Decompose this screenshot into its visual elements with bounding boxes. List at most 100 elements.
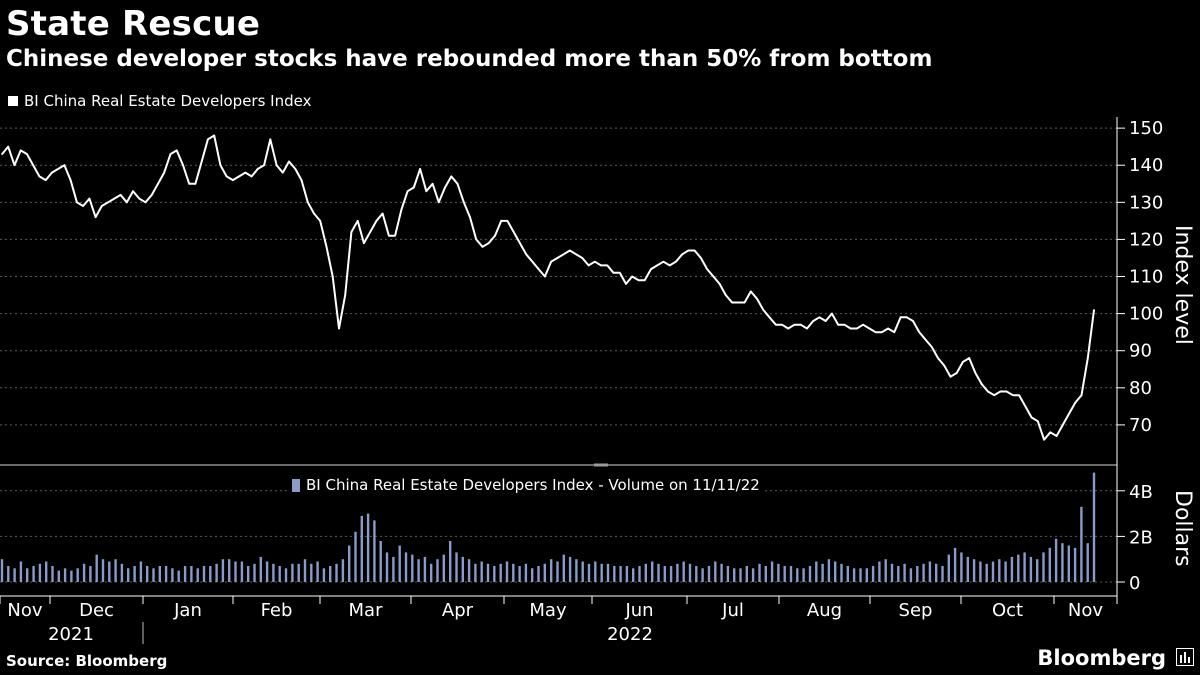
index-point — [949, 375, 952, 378]
volume-bar — [379, 541, 382, 582]
volume-tick-label: 4B — [1129, 482, 1153, 503]
volume-legend: BI China Real Estate Developers Index - … — [288, 476, 764, 494]
volume-bar — [1029, 556, 1033, 582]
index-point — [531, 260, 534, 263]
volume-bar — [1086, 543, 1089, 582]
volume-bar — [651, 561, 654, 582]
index-point — [232, 179, 234, 181]
volume-bar — [423, 556, 427, 582]
volume-bar — [751, 568, 755, 582]
year-label: 2021 — [48, 624, 94, 645]
index-point — [968, 357, 970, 359]
index-point — [668, 264, 671, 267]
x-tick-label: Sep — [899, 600, 933, 621]
volume-bar — [625, 566, 629, 582]
index-point — [631, 275, 633, 278]
index-point — [525, 253, 527, 256]
index-point — [1030, 416, 1033, 419]
volume-bar — [57, 570, 60, 582]
index-point — [1087, 357, 1089, 359]
volume-bar — [164, 566, 168, 582]
x-tick-label: Nov — [1068, 600, 1103, 621]
index-point — [194, 183, 197, 185]
index-point — [681, 253, 683, 256]
volume-bar — [493, 566, 496, 582]
index-point — [319, 220, 322, 222]
y-tick-label: 100 — [1129, 304, 1163, 325]
volume-bar — [663, 566, 666, 582]
index-point — [425, 190, 428, 192]
index-point — [594, 260, 596, 263]
index-point — [431, 183, 434, 185]
index-point — [13, 164, 16, 166]
volume-bar — [638, 566, 641, 582]
index-point — [768, 316, 771, 319]
y-tick-label: 80 — [1129, 378, 1152, 399]
index-point — [406, 190, 409, 192]
volume-bar — [884, 559, 887, 582]
volume-bar — [916, 566, 919, 582]
index-point — [999, 390, 1002, 393]
volume-bar — [89, 566, 92, 582]
index-point — [188, 183, 190, 185]
index-point — [918, 331, 921, 334]
volume-bar — [76, 568, 79, 582]
volume-bar — [695, 566, 698, 582]
index-legend-label: BI China Real Estate Developers Index — [24, 92, 312, 110]
volume-bar — [777, 563, 780, 582]
index-point — [169, 153, 172, 155]
index-point — [394, 234, 396, 237]
volume-bar — [272, 563, 275, 582]
x-tick-label: Jan — [173, 600, 202, 621]
index-point — [781, 323, 783, 326]
volume-bar — [392, 556, 395, 582]
volume-bar — [512, 563, 515, 582]
index-point — [419, 168, 421, 170]
index-point — [350, 231, 353, 233]
index-point — [500, 220, 503, 222]
volume-bar — [783, 566, 786, 582]
volume-bar — [1054, 538, 1058, 582]
volume-bar — [120, 563, 124, 582]
y-tick-label: 70 — [1129, 415, 1152, 436]
index-point — [413, 186, 415, 189]
volume-tick-label: 2B — [1129, 527, 1153, 548]
index-point — [1080, 394, 1083, 397]
index-point — [444, 186, 446, 189]
index-point — [612, 272, 615, 274]
volume-bar — [139, 561, 143, 582]
volume-bar — [247, 566, 250, 582]
index-point — [912, 320, 914, 322]
index-legend: BI China Real Estate Developers Index — [8, 92, 311, 110]
volume-bar — [228, 559, 231, 582]
volume-bar — [1080, 506, 1083, 582]
index-point — [388, 234, 390, 237]
volume-bar — [404, 552, 408, 582]
y-tick-label: 90 — [1129, 341, 1152, 362]
index-point — [718, 283, 721, 285]
index-point — [375, 220, 378, 222]
index-point — [806, 327, 808, 330]
volume-bar — [632, 568, 635, 582]
volume-bar — [859, 568, 862, 582]
index-point — [381, 212, 384, 215]
volume-bar — [600, 563, 603, 582]
index-point — [625, 283, 627, 285]
index-point — [1074, 401, 1077, 404]
volume-bar — [871, 566, 875, 582]
index-point — [1068, 413, 1070, 415]
y-tick-label: 130 — [1129, 192, 1163, 213]
index-point — [213, 134, 215, 137]
index-point — [519, 242, 521, 244]
volume-bar — [436, 559, 439, 582]
volume-bar — [1042, 552, 1045, 582]
x-tick-label: Feb — [261, 600, 293, 621]
volume-bar — [1092, 472, 1096, 582]
volume-bar — [524, 563, 528, 582]
volume-bar — [827, 559, 831, 582]
index-point — [288, 160, 290, 163]
index-point — [331, 275, 334, 278]
volume-bar — [815, 561, 818, 582]
volume-bar — [764, 566, 767, 582]
index-point — [250, 175, 253, 178]
